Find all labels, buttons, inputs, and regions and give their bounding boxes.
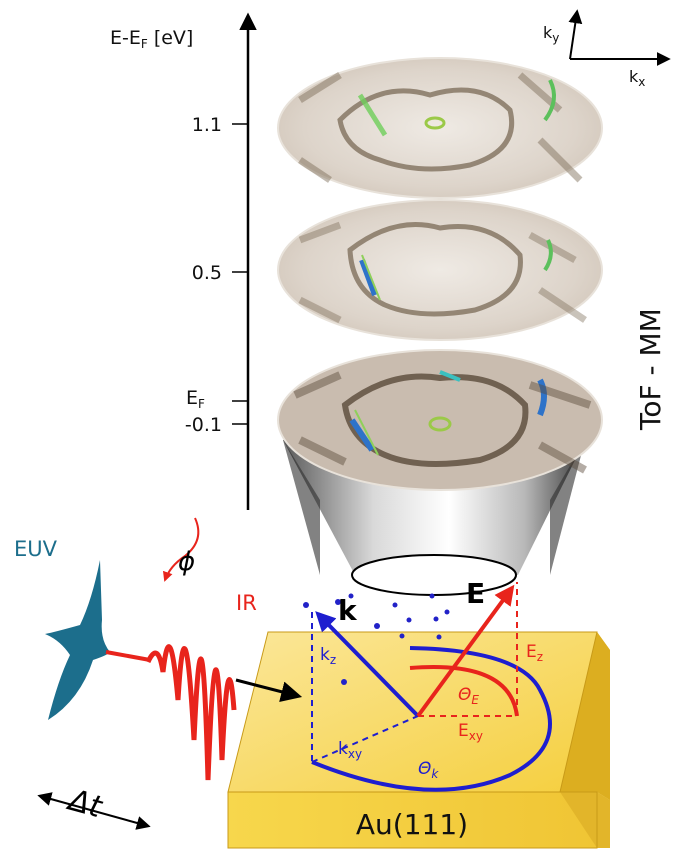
gold-sample: Au(111) — [227, 631, 610, 849]
momentum-map-0.5 — [277, 199, 603, 341]
euv-pulse — [45, 560, 151, 720]
momentum-map-ef — [277, 349, 603, 491]
kz-label: kz — [320, 645, 336, 667]
ez-label: Ez — [526, 642, 543, 664]
e-vector-arrow — [416, 584, 515, 718]
momentum-map-1.1 — [277, 57, 603, 199]
tick-label-ef: EF — [186, 387, 205, 411]
sample-label: Au(111) — [356, 808, 468, 841]
k-axes-indicator: ky kx — [543, 9, 671, 89]
theta-e-label: ΘE — [458, 685, 479, 707]
tick-label-1.1: 1.1 — [192, 114, 222, 136]
phase-label: ϕ — [178, 547, 195, 577]
e-vector-label: E — [466, 577, 485, 610]
exy-label: Exy — [458, 721, 483, 743]
euv-label: EUV — [14, 537, 58, 561]
phase-arrow — [162, 517, 200, 582]
beam-arrow — [235, 678, 303, 702]
delay-arrow — [37, 792, 151, 830]
k-vector-arrow — [315, 611, 420, 718]
ir-label: IR — [236, 591, 257, 615]
ir-pulse — [145, 644, 237, 781]
delay-label: Δt — [63, 782, 106, 825]
detector-label: ToF - MM — [634, 308, 667, 431]
kxy-label: kxy — [338, 739, 362, 761]
photoelectron-dots — [303, 593, 450, 685]
k-vector-construction — [311, 611, 552, 792]
theta-k-label: Θk — [418, 759, 439, 781]
tick-label--0.1: -0.1 — [185, 414, 222, 436]
k-vector-label: k — [338, 594, 358, 627]
ky-label: ky — [543, 23, 559, 45]
tick-label-0.5: 0.5 — [192, 262, 222, 284]
kx-label: kx — [629, 67, 645, 89]
e-vector-construction — [409, 582, 519, 718]
energy-axis-label: E-EF [eV] — [110, 27, 193, 51]
